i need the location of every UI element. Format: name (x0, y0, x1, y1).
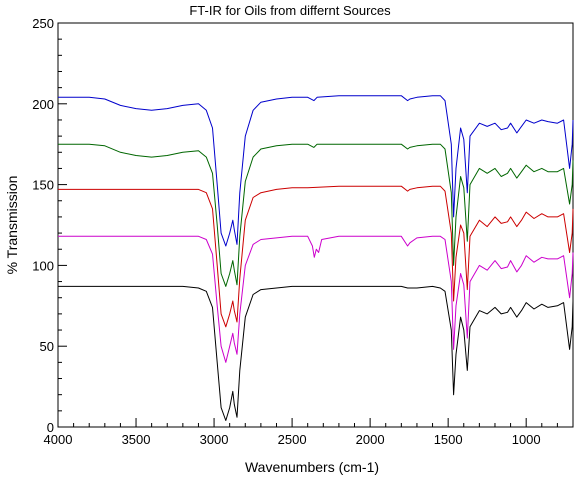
y-tick-label: 200 (32, 97, 54, 112)
y-tick-label: 0 (47, 420, 54, 435)
y-tick-label: 100 (32, 258, 54, 273)
x-tick-label: 1000 (512, 432, 541, 447)
y-tick-label: 50 (40, 339, 54, 354)
spectra-lines (58, 95, 574, 421)
x-tick-label: 3000 (200, 432, 229, 447)
x-tick-label: 4000 (44, 432, 73, 447)
x-tick-label: 1500 (434, 432, 463, 447)
chart-title: FT-IR for Oils from differnt Sources (189, 3, 391, 18)
x-tick-label: 2000 (356, 432, 385, 447)
spectrum-line-2 (58, 143, 574, 287)
spectrum-line-3 (58, 185, 574, 328)
spectrum-line-1 (58, 95, 574, 247)
x-tick-label: 2500 (278, 432, 307, 447)
y-axis-title: % Transmission (4, 176, 20, 275)
x-axis-ticks: 4000 3500 3000 2500 2000 1500 1000 (44, 418, 574, 447)
x-tick-label: 3500 (122, 432, 151, 447)
y-axis-ticks: 0 50 100 150 200 250 (32, 16, 67, 435)
spectrum-line-4 (58, 235, 574, 363)
spectrum-line-5 (58, 285, 574, 421)
y-tick-label: 150 (32, 178, 54, 193)
y-tick-label: 250 (32, 16, 54, 31)
x-axis-title: Wavenumbers (cm-1) (245, 459, 379, 475)
plot-frame (57, 22, 574, 428)
